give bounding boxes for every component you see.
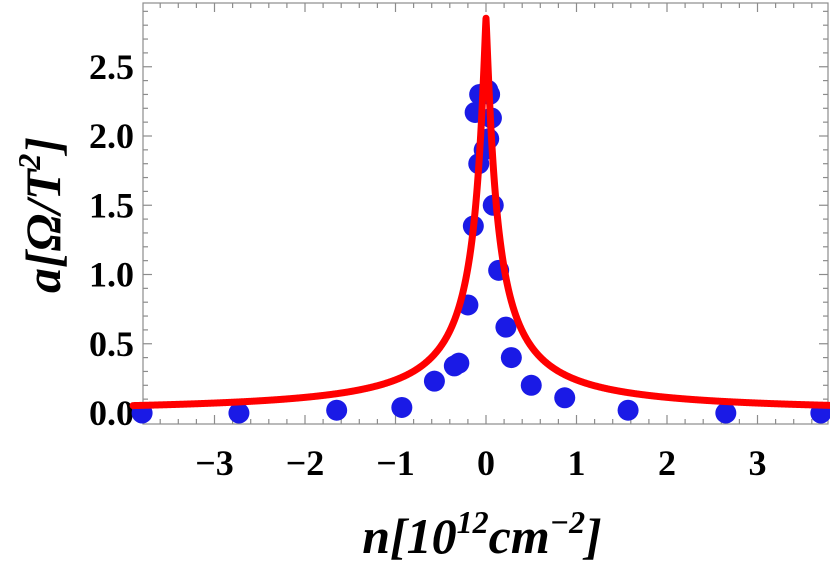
x-axis-title-exp1: 12 (457, 504, 489, 540)
x-axis-title: n[1012cm−2] (362, 504, 602, 562)
data-point (617, 399, 639, 421)
data-point (448, 352, 470, 374)
y-tick-labels: 0.0 0.5 1.0 1.5 2.0 2.5 (89, 47, 134, 433)
y-tick-label: 2.0 (89, 116, 134, 156)
fit-curve-group (129, 14, 830, 410)
data-point (228, 402, 250, 424)
data-point (391, 396, 413, 418)
x-tick-labels: −3 −2 −1 0 1 2 3 (195, 443, 766, 483)
x-axis-title-prefix: n[10 (362, 508, 456, 562)
data-point (500, 347, 522, 369)
y-tick-label: 1.5 (89, 185, 134, 225)
x-axis-title-suffix: ] (582, 508, 602, 562)
y-axis-title-suffix: ] (15, 137, 71, 157)
x-tick-label: 3 (749, 443, 767, 483)
y-tick-label: 2.5 (89, 47, 134, 87)
data-point (715, 402, 737, 424)
axis-ticks (143, 3, 828, 424)
x-tick-label: 1 (568, 443, 586, 483)
data-point (520, 374, 542, 396)
x-tick-label: −1 (376, 443, 415, 483)
y-axis-title: a[Ω/T2] (11, 137, 71, 293)
x-tick-label: −2 (286, 443, 325, 483)
y-tick-label: 0.0 (89, 393, 134, 433)
x-tick-label: 0 (477, 443, 495, 483)
data-point (326, 399, 348, 421)
y-tick-label: 0.5 (89, 324, 134, 364)
data-point (423, 370, 445, 392)
data-point (495, 316, 517, 338)
x-axis-title-exp2: −2 (550, 504, 585, 540)
y-axis-title-prefix: a[Ω/T (15, 167, 71, 293)
data-point (554, 387, 576, 409)
y-axis-title-exp: 2 (11, 154, 47, 171)
x-tick-label: −3 (195, 443, 234, 483)
fit-curve (129, 14, 830, 410)
x-axis-title-unit: cm (489, 508, 550, 562)
x-tick-label: 2 (658, 443, 676, 483)
y-tick-label: 1.0 (89, 255, 134, 295)
